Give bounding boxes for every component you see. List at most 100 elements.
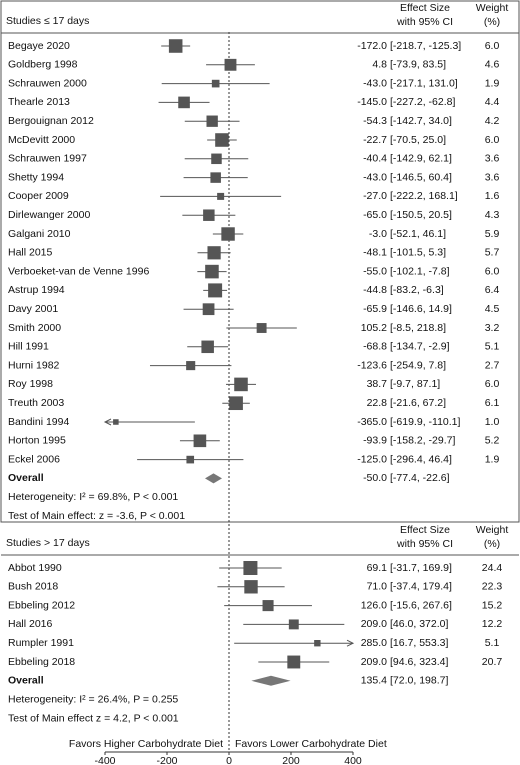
effect-box xyxy=(203,209,215,221)
effect-box xyxy=(178,96,190,109)
effect-ci: [-218.7, -125.3] xyxy=(390,40,461,52)
study-name: Hill 1991 xyxy=(8,341,49,353)
study-name: Hall 2015 xyxy=(8,247,53,259)
effect-ci: [-146.6, 14.9] xyxy=(390,303,452,315)
weight-value: 5.1 xyxy=(485,637,500,649)
weight-value: 3.6 xyxy=(485,171,500,183)
weight-value: 6.0 xyxy=(485,265,500,277)
weight-header: (%) xyxy=(484,538,500,550)
effect-value: 71.0 xyxy=(367,581,388,593)
weight-value: 15.2 xyxy=(482,599,503,611)
weight-value: 4.2 xyxy=(485,115,500,127)
effect-box xyxy=(186,455,195,464)
weight-value: 5.9 xyxy=(485,228,500,240)
heterogeneity: Heterogeneity: I² = 26.4%, P = 0.255 xyxy=(8,694,178,706)
effect-value: -48.1 xyxy=(363,247,387,259)
weight-value: 6.0 xyxy=(485,378,500,390)
effect-header: Effect Size xyxy=(400,524,450,536)
effect-value: 22.8 xyxy=(367,397,388,409)
weight-value: 1.0 xyxy=(485,416,500,428)
study-name: Rumpler 1991 xyxy=(8,637,74,649)
overall-value: 135.4 xyxy=(361,675,387,687)
effect-box xyxy=(186,361,196,371)
effect-value: -65.0 xyxy=(363,209,387,221)
effect-value: -54.3 xyxy=(363,115,387,127)
weight-value: 2.7 xyxy=(485,359,500,371)
effect-ci: [-134.7, -2.9] xyxy=(390,341,450,353)
overall-diamond xyxy=(251,675,291,686)
effect-box xyxy=(211,153,222,165)
effect-box xyxy=(224,58,237,71)
study-name: Shetty 1994 xyxy=(8,171,64,183)
weight-value: 4.4 xyxy=(485,96,500,108)
effect-ci: [46.0, 372.0] xyxy=(390,618,448,630)
study-name: Goldberg 1998 xyxy=(8,59,78,71)
overall-label: Overall xyxy=(8,472,44,484)
overall-label: Overall xyxy=(8,675,44,687)
effect-box xyxy=(168,39,183,53)
effect-ci: [-37.4, 179.4] xyxy=(390,581,452,593)
effect-box xyxy=(206,115,218,127)
effect-box xyxy=(113,419,119,425)
effect-value: 126.0 xyxy=(361,599,387,611)
study-name: Bergouignan 2012 xyxy=(8,115,94,127)
effect-box xyxy=(205,264,219,279)
effect-box xyxy=(244,580,258,594)
effect-header: with 95% CI xyxy=(396,538,453,550)
effect-ci: [-227.2, -62.8] xyxy=(390,96,455,108)
x-tick-label: -400 xyxy=(94,755,115,765)
effect-ci: [-158.2, -29.7] xyxy=(390,435,455,447)
effect-box xyxy=(201,340,214,354)
study-name: Hurni 1982 xyxy=(8,359,60,371)
effect-value: -27.0 xyxy=(363,190,387,202)
weight-value: 6.0 xyxy=(485,134,500,146)
weight-value: 1.9 xyxy=(485,453,500,465)
study-name: Dirlewanger 2000 xyxy=(8,209,90,221)
effect-ci: [16.7, 553.3] xyxy=(390,637,448,649)
effect-value: -43.0 xyxy=(363,171,387,183)
effect-value: -125.0 xyxy=(357,453,387,465)
effect-box xyxy=(314,639,321,647)
weight-value: 4.5 xyxy=(485,303,500,315)
study-name: Eckel 2006 xyxy=(8,453,60,465)
effect-box xyxy=(256,323,267,333)
effect-value: 209.0 xyxy=(361,618,387,630)
study-name: Abbot 1990 xyxy=(8,562,62,574)
effect-ci: [-73.9, 83.5] xyxy=(390,59,446,71)
weight-value: 4.6 xyxy=(485,59,500,71)
effect-value: -44.8 xyxy=(363,284,387,296)
weight-value: 6.1 xyxy=(485,397,500,409)
ci-arrow xyxy=(346,639,355,647)
study-name: Horton 1995 xyxy=(8,435,66,447)
effect-box xyxy=(287,655,301,669)
weight-value: 1.9 xyxy=(485,77,500,89)
effect-value: 4.8 xyxy=(372,59,387,71)
study-name: Cooper 2009 xyxy=(8,190,69,202)
effect-ci: [-9.7, 87.1] xyxy=(390,378,440,390)
weight-value: 5.7 xyxy=(485,247,500,259)
panel-title: Studies ≤ 17 days xyxy=(6,15,89,27)
effect-box xyxy=(208,283,223,298)
study-name: Smith 2000 xyxy=(8,322,61,334)
effect-ci: [-150.5, 20.5] xyxy=(390,209,452,221)
x-tick-label: 400 xyxy=(344,755,362,765)
study-name: Bandini 1994 xyxy=(8,416,69,428)
weight-value: 24.4 xyxy=(482,562,503,574)
effect-ci: [-217.1, 131.0] xyxy=(390,77,458,89)
study-name: Verboeket-van de Venne 1996 xyxy=(8,265,149,277)
study-name: Ebbeling 2018 xyxy=(8,656,75,668)
effect-box xyxy=(288,619,299,630)
study-name: Davy 2001 xyxy=(8,303,58,315)
effect-box xyxy=(217,192,225,200)
study-name: Ebbeling 2012 xyxy=(8,599,75,611)
x-tick-label: 200 xyxy=(282,755,300,765)
effect-box xyxy=(221,227,235,241)
weight-header: Weight xyxy=(476,524,509,536)
effect-ci: [-142.7, 34.0] xyxy=(390,115,452,127)
overall-ci: [-77.4, -22.6] xyxy=(390,472,450,484)
effect-ci: [-21.6, 67.2] xyxy=(390,397,446,409)
effect-box xyxy=(210,172,221,183)
effect-header: with 95% CI xyxy=(396,16,453,28)
effect-box xyxy=(229,396,243,411)
effect-value: -43.0 xyxy=(363,77,387,89)
